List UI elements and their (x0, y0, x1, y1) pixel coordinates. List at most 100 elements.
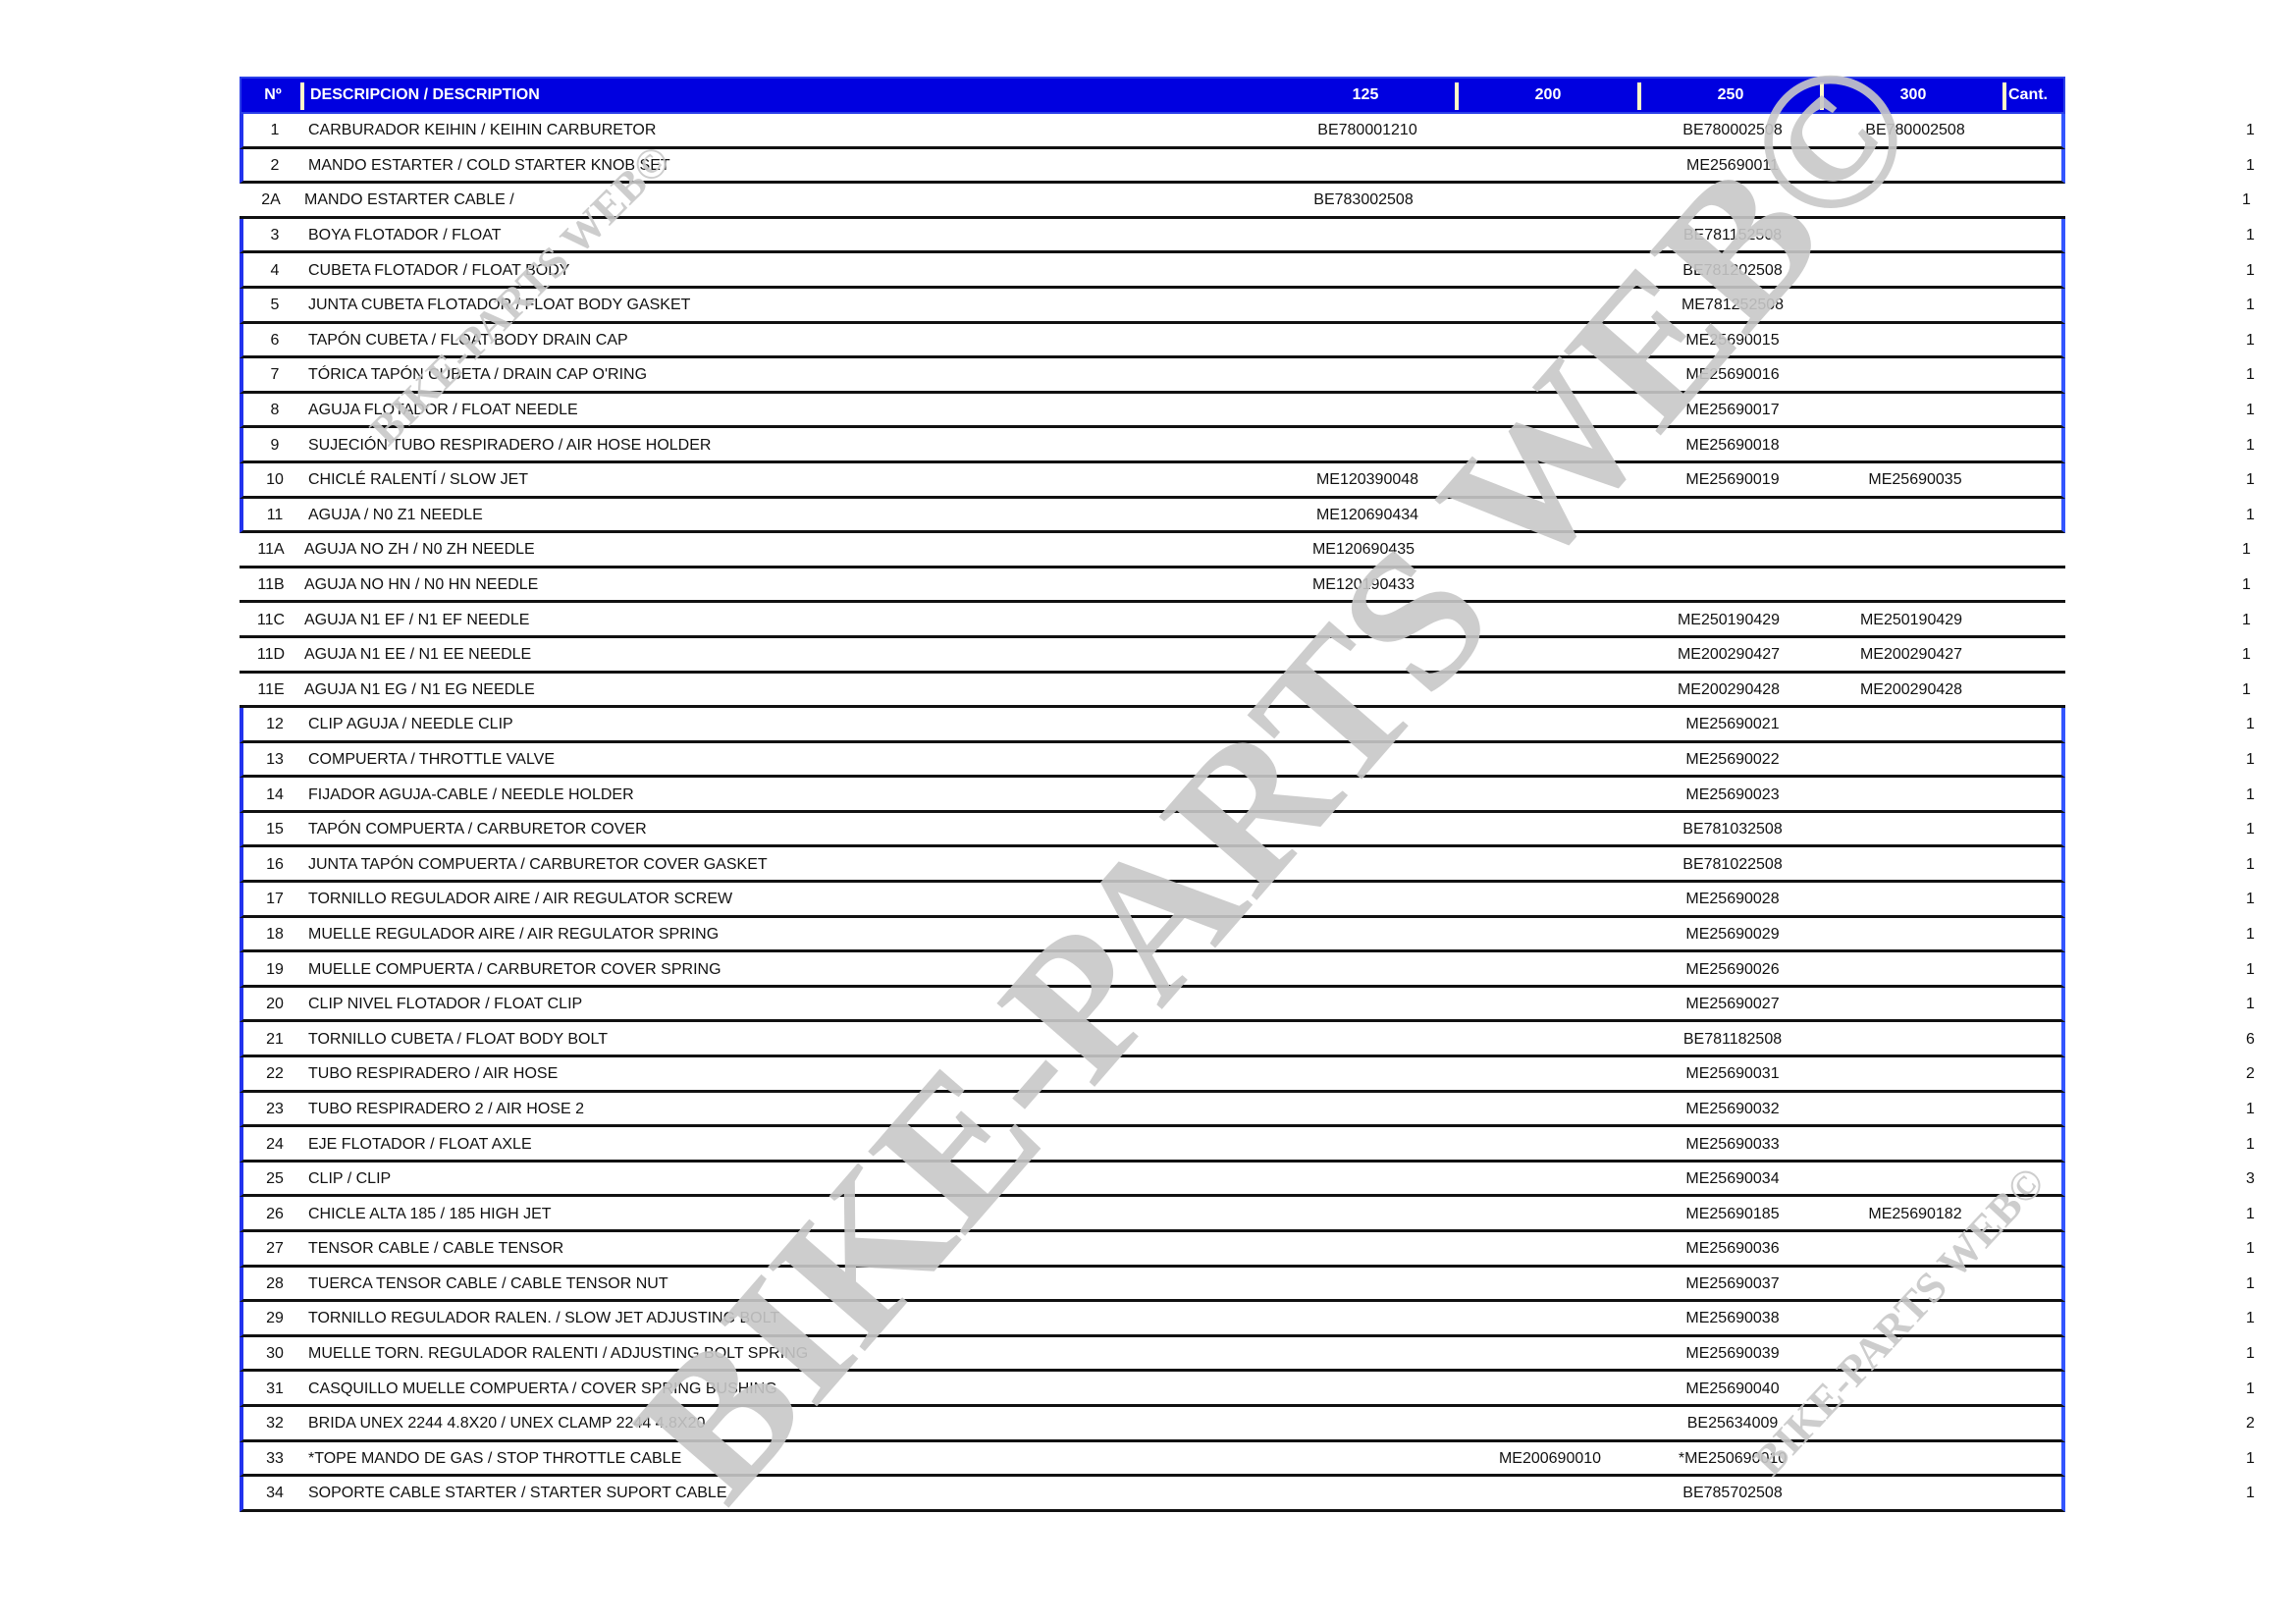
table-row: 28 TUERCA TENSOR CABLE / CABLE TENSOR NUT… (240, 1267, 2255, 1303)
row-number: 25 (266, 1170, 284, 1188)
row-number: 9 (270, 436, 280, 454)
row-number: 16 (266, 855, 284, 873)
row-number: 28 (266, 1274, 284, 1292)
table-row: 11E AGUJA N1 EG / N1 EG NEEDLE ME200290428… (240, 674, 2251, 709)
row-description: MANDO ESTARTER / COLD STARTER KNOB SET (308, 156, 670, 174)
row-quantity: 1 (2246, 891, 2255, 908)
row-quantity: 1 (2246, 1310, 2255, 1327)
part-300: ME25690182 (1868, 1205, 1962, 1222)
header-divider (1455, 82, 1459, 110)
part-250: ME25690021 (1685, 716, 1780, 733)
row-number: 21 (266, 1030, 284, 1048)
table-row: 26 CHICLE ALTA 185 / 185 HIGH JET ME256901… (240, 1197, 2255, 1232)
table-row: 18 MUELLE REGULADOR AIRE / AIR REGULATOR … (240, 917, 2255, 953)
row-quantity: 1 (2246, 960, 2255, 978)
row-description: CHICLE ALTA 185 / 185 HIGH JET (308, 1205, 552, 1222)
table-row: 29 TORNILLO REGULADOR RALEN. / SLOW JET A… (240, 1302, 2255, 1337)
table-row: 3 BOYA FLOTADOR / FLOAT BE781152508 1 (240, 218, 2255, 254)
part-250: ME200290427 (1677, 646, 1781, 664)
row-number: 26 (266, 1205, 284, 1222)
part-250: ME25690028 (1685, 891, 1780, 908)
row-number: 14 (266, 785, 284, 803)
row-quantity: 1 (2246, 1135, 2255, 1153)
row-quantity: 1 (2246, 1449, 2255, 1467)
header-divider (1820, 82, 1824, 110)
table-row: 30 MUELLE TORN. REGULADOR RALENTI / ADJUS… (240, 1336, 2255, 1373)
header-description: DESCRIPCION / DESCRIPTION (310, 86, 540, 103)
row-description: TUBO RESPIRADERO 2 / AIR HOSE 2 (308, 1100, 584, 1117)
part-250: *ME250690010 (1678, 1449, 1788, 1467)
row-number: 11E (257, 680, 285, 698)
row-quantity: 1 (2242, 611, 2251, 628)
part-250: ME25690019 (1685, 471, 1780, 489)
row-quantity: 1 (2246, 1485, 2255, 1502)
part-125: ME120690435 (1311, 541, 1415, 559)
row-description: SUJECIÓN TUBO RESPIRADERO / AIR HOSE HOL… (308, 436, 712, 454)
row-description: MANDO ESTARTER CABLE / (304, 191, 514, 209)
table-row: 9 SUJECIÓN TUBO RESPIRADERO / AIR HOSE HO… (240, 428, 2255, 463)
table-row: 31 CASQUILLO MUELLE COMPUERTA / COVER SPR… (240, 1372, 2255, 1407)
row-number: 30 (266, 1344, 284, 1362)
row-quantity: 1 (2246, 821, 2255, 839)
header-125: 125 (1352, 86, 1379, 103)
table-row: 11D AGUJA N1 EE / N1 EE NEEDLE ME200290427… (240, 638, 2251, 674)
part-300: ME200290427 (1859, 646, 1963, 664)
row-quantity: 1 (2246, 1205, 2255, 1222)
row-description: AGUJA N1 EE / N1 EE NEEDLE (304, 646, 532, 664)
part-250: BE781032508 (1682, 821, 1783, 839)
row-description: TUBO RESPIRADERO / AIR HOSE (308, 1065, 559, 1083)
row-number: 24 (266, 1135, 284, 1153)
row-number: 11A (257, 541, 285, 559)
row-quantity: 1 (2246, 506, 2255, 523)
table-row: 2A MANDO ESTARTER CABLE / BE783002508 1 (240, 184, 2251, 219)
table-row: 16 JUNTA TAPÓN COMPUERTA / CARBURETOR COV… (240, 847, 2255, 884)
row-description: TAPÓN COMPUERTA / CARBURETOR COVER (308, 821, 647, 839)
table-row: 11B AGUJA NO HN / N0 HN NEEDLE ME120190433… (240, 568, 2251, 604)
row-quantity: 2 (2246, 1065, 2255, 1083)
table-row: 34 SOPORTE CABLE STARTER / STARTER SUPORT… (240, 1477, 2255, 1512)
row-number: 4 (270, 261, 280, 279)
part-125: BE780001210 (1317, 122, 1417, 139)
row-description: TAPÓN CUBETA / FLOAT BODY DRAIN CAP (308, 331, 628, 349)
part-250: BE780002508 (1682, 122, 1783, 139)
row-description: COMPUERTA / THROTTLE VALVE (308, 750, 556, 768)
part-250: ME25690185 (1685, 1205, 1780, 1222)
row-number: 13 (266, 750, 284, 768)
row-quantity: 1 (2246, 1274, 2255, 1292)
row-quantity: 1 (2246, 1240, 2255, 1258)
row-number: 8 (270, 401, 280, 418)
part-250: ME781252508 (1681, 297, 1785, 314)
table-row: 15 TAPÓN COMPUERTA / CARBURETOR COVER BE78… (240, 812, 2255, 848)
row-number: 2A (261, 191, 281, 209)
part-250: ME25690029 (1685, 925, 1780, 943)
row-description: TUERCA TENSOR CABLE / CABLE TENSOR NUT (308, 1274, 668, 1292)
parts-table: Nº DESCRIPCION / DESCRIPTION 125 200 250… (240, 77, 2255, 1512)
row-number: 17 (266, 891, 284, 908)
table-row: 17 TORNILLO REGULADOR AIRE / AIR REGULATO… (240, 883, 2255, 918)
row-quantity: 2 (2246, 1415, 2255, 1433)
table-row: 20 CLIP NIVEL FLOTADOR / FLOAT CLIP ME2569… (240, 987, 2255, 1023)
row-quantity: 1 (2246, 366, 2255, 384)
table-row: 32 BRIDA UNEX 2244 4.8X20 / UNEX CLAMP 22… (240, 1406, 2255, 1442)
row-description: AGUJA N1 EF / N1 EF NEEDLE (304, 611, 530, 628)
header-quantity: Cant. (2008, 86, 2048, 103)
part-250: ME25690023 (1685, 785, 1780, 803)
row-quantity: 1 (2246, 855, 2255, 873)
row-quantity: 1 (2246, 436, 2255, 454)
row-quantity: 1 (2246, 471, 2255, 489)
row-description: TORNILLO CUBETA / FLOAT BODY BOLT (308, 1030, 608, 1048)
header-divider (300, 82, 304, 110)
part-250: BE25634009 (1686, 1415, 1779, 1433)
row-description: CARBURADOR KEIHIN / KEIHIN CARBURETOR (308, 122, 657, 139)
part-250: ME25690017 (1685, 401, 1780, 418)
row-description: JUNTA TAPÓN COMPUERTA / CARBURETOR COVER… (308, 855, 768, 873)
part-250: BE785702508 (1682, 1485, 1783, 1502)
row-quantity: 1 (2242, 541, 2251, 559)
row-number: 18 (266, 925, 284, 943)
row-quantity: 1 (2246, 925, 2255, 943)
table-body: 1 CARBURADOR KEIHIN / KEIHIN CARBURETOR BE… (240, 114, 2255, 1512)
part-250: BE781202508 (1682, 261, 1783, 279)
row-description: TENSOR CABLE / CABLE TENSOR (308, 1240, 564, 1258)
part-250: BE781182508 (1682, 1030, 1783, 1048)
row-description: *TOPE MANDO DE GAS / STOP THROTTLE CABLE (308, 1449, 682, 1467)
